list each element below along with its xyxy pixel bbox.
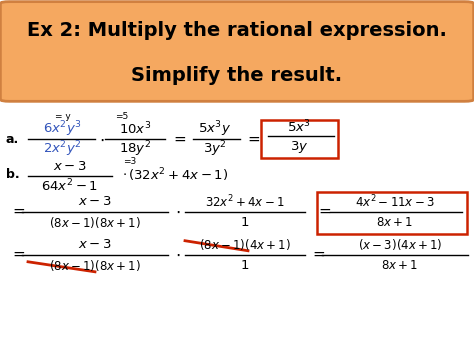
Text: =: =: [247, 132, 260, 147]
Text: b.: b.: [6, 168, 19, 181]
Text: =: =: [12, 204, 25, 219]
Text: =: =: [12, 247, 25, 262]
Text: =3: =3: [123, 157, 136, 166]
Text: $\cdot\,(32x^2+4x-1)$: $\cdot\,(32x^2+4x-1)$: [122, 167, 228, 184]
Text: $(8x-1)(8x+1)$: $(8x-1)(8x+1)$: [49, 258, 141, 273]
Text: $64x^2-1$: $64x^2-1$: [42, 177, 99, 194]
Text: $4x^2-11x-3$: $4x^2-11x-3$: [355, 193, 435, 210]
Text: $1$: $1$: [240, 216, 250, 229]
Text: $18y^2$: $18y^2$: [119, 140, 151, 159]
Text: =: =: [318, 204, 331, 219]
Text: $x-3$: $x-3$: [53, 160, 87, 173]
Text: $5x^3$: $5x^3$: [287, 119, 311, 136]
Text: =: =: [312, 247, 325, 262]
Text: =: =: [173, 132, 186, 147]
Text: $3y^2$: $3y^2$: [203, 140, 227, 159]
Text: $8x+1$: $8x+1$: [382, 259, 419, 272]
Text: $(x-3)(4x+1)$: $(x-3)(4x+1)$: [358, 237, 442, 252]
Text: = y: = y: [55, 112, 71, 121]
Text: $x-3$: $x-3$: [78, 238, 112, 251]
Text: $2x^2y^2$: $2x^2y^2$: [43, 140, 81, 159]
Text: Simplify the result.: Simplify the result.: [131, 66, 343, 85]
Text: $8x+1$: $8x+1$: [376, 216, 414, 229]
Text: $x-3$: $x-3$: [78, 195, 112, 208]
Text: $32x^2+4x-1$: $32x^2+4x-1$: [205, 193, 285, 210]
Text: $\cdot$: $\cdot$: [99, 131, 105, 148]
Text: $\cdot$: $\cdot$: [175, 246, 181, 264]
Text: $(8x-1)(8x+1)$: $(8x-1)(8x+1)$: [49, 215, 141, 230]
Text: $10x^3$: $10x^3$: [119, 121, 151, 138]
Text: $1$: $1$: [240, 259, 250, 272]
Text: $5x^3y$: $5x^3y$: [199, 120, 231, 139]
FancyBboxPatch shape: [317, 192, 467, 234]
Text: $(8x-1)(4x+1)$: $(8x-1)(4x+1)$: [199, 237, 291, 252]
Text: Ex 2: Multiply the rational expression.: Ex 2: Multiply the rational expression.: [27, 21, 447, 40]
Text: a.: a.: [6, 133, 19, 146]
FancyBboxPatch shape: [0, 2, 474, 101]
Text: =5: =5: [115, 112, 128, 121]
FancyBboxPatch shape: [261, 120, 338, 158]
Text: $\cdot$: $\cdot$: [175, 203, 181, 221]
Text: $3y$: $3y$: [290, 138, 308, 154]
Text: $6x^2y^3$: $6x^2y^3$: [43, 120, 82, 139]
